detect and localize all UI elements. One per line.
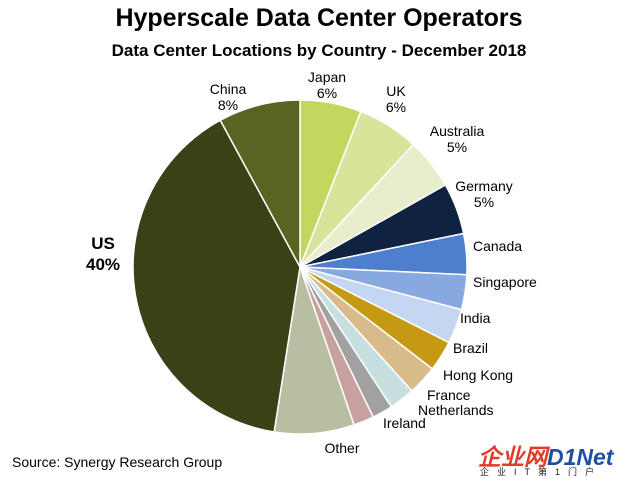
chart-title: Hyperscale Data Center Operators: [115, 4, 523, 32]
watermark-main-a: 企业网: [478, 444, 547, 470]
slice-label-china: China 8%: [210, 81, 247, 113]
chart-subtitle: Data Center Locations by Country - Decem…: [111, 41, 527, 60]
source-note: Source: Synergy Research Group: [12, 454, 223, 470]
slice-label-germany: Germany 5%: [455, 178, 513, 210]
slice-label-india: India: [460, 310, 491, 326]
slice-label-france: France: [427, 387, 471, 403]
watermark-sub: 企业IT第1门户: [480, 467, 603, 477]
slice-label-singapore: Singapore: [473, 274, 537, 290]
watermark-main-b: D1Net: [547, 444, 614, 470]
slice-label-us: US 40%: [86, 234, 120, 274]
pie-slice-china: [219, 99, 301, 268]
slice-label-uk: UK 6%: [386, 83, 407, 115]
watermark-logo: 企业网D1Net 企业IT第1门户: [478, 438, 638, 479]
slice-label-ireland: Ireland: [383, 415, 426, 431]
slice-label-japan: Japan 6%: [308, 69, 346, 101]
slice-label-brazil: Brazil: [453, 340, 488, 356]
slice-label-australia: Australia 5%: [430, 123, 485, 155]
slice-label-canada: Canada: [473, 238, 522, 254]
slice-label-netherlands: Netherlands: [418, 402, 494, 418]
pie-slice-us: [132, 119, 301, 433]
slice-label-hong-kong: Hong Kong: [443, 367, 513, 383]
slice-label-other: Other: [324, 440, 359, 456]
